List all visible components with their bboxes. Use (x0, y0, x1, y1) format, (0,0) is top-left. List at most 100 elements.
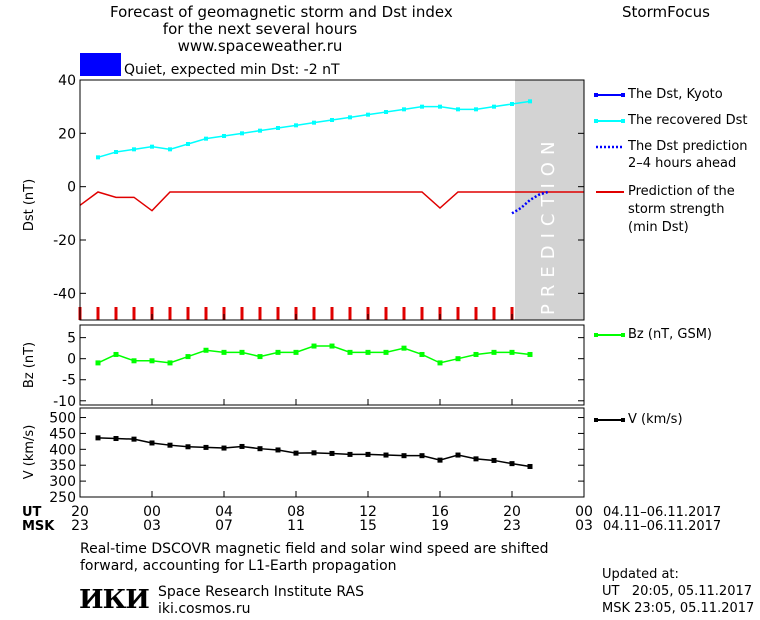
y-tick-label: 250 (49, 490, 76, 506)
msk-tick-label: 15 (359, 518, 377, 534)
ut-tick-label: 16 (431, 504, 449, 520)
ut-tick-label: 00 (143, 504, 161, 520)
legend-storm-strength-label-1: Prediction of the (628, 184, 735, 199)
v-point (311, 450, 317, 456)
y-tick-label: -20 (53, 233, 76, 249)
recovered-dst-point (132, 147, 136, 152)
date-range-msk: 04.11–06.11.2017 (603, 519, 721, 534)
bz-point (437, 360, 443, 366)
bz-point (347, 349, 353, 355)
v-point (185, 444, 191, 450)
bz-point (149, 358, 155, 364)
storm-strength-line (79, 191, 584, 212)
v-point (113, 436, 119, 442)
date-range-ut: 04.11–06.11.2017 (603, 505, 721, 520)
bz-point (383, 349, 389, 355)
footer-note-line-1: Real-time DSCOVR magnetic field and sola… (80, 541, 549, 557)
institute-url[interactable]: iki.cosmos.ru (158, 601, 251, 617)
chart-title-line-1: Forecast of geomagnetic storm and Dst in… (110, 3, 453, 21)
legend-dst-kyoto (594, 93, 625, 97)
recovered-dst-point (420, 104, 424, 109)
v-point (149, 440, 155, 446)
chart-title-line-2: for the next several hours (162, 20, 358, 38)
v-point (293, 450, 299, 456)
msk-tick-label: 19 (431, 518, 449, 534)
msk-tick-label: 03 (143, 518, 161, 534)
dst-panel-frame (79, 79, 585, 321)
recovered-dst-point (528, 99, 532, 104)
y-tick-label: 500 (49, 411, 76, 427)
ut-tick-label: 20 (503, 504, 521, 520)
recovered-dst-point (150, 144, 154, 149)
institute-name: Space Research Institute RAS (158, 584, 364, 600)
brand-label: StormFocus (622, 3, 710, 21)
status-label: Quiet, expected min Dst: -2 nT (124, 62, 340, 78)
bz-point (167, 360, 173, 366)
dst-y-axis-label: Dst (nT) (22, 179, 37, 231)
bz-point (401, 345, 407, 351)
v-point (275, 447, 281, 453)
bz-point (203, 347, 209, 353)
v-y-axis-label: V (km/s) (22, 425, 37, 480)
bz-line (97, 345, 531, 364)
v-point (257, 446, 263, 452)
bz-point (491, 349, 497, 355)
recovered-dst-point (384, 110, 388, 114)
v-point (509, 461, 515, 467)
iki-logo: ИКИ (79, 585, 150, 615)
recovered-dst-point (96, 155, 100, 160)
bz-point (185, 354, 191, 360)
y-tick-label: -5 (62, 373, 76, 389)
bz-point (311, 343, 317, 349)
status-color-box (80, 53, 121, 76)
ut-tick-label: 04 (215, 504, 233, 520)
bz-point (275, 349, 281, 355)
y-tick-label: 40 (58, 73, 76, 89)
updated-msk: MSK 23:05, 05.11.2017 (602, 601, 755, 616)
y-tick-label: 300 (49, 474, 76, 490)
legend-dst-recovered-label: The recovered Dst (628, 113, 748, 128)
v-point (455, 452, 461, 458)
ut-tick-label: 08 (287, 504, 305, 520)
recovered-dst-point (366, 112, 370, 117)
v-point (365, 451, 371, 457)
y-tick-label: 5 (67, 331, 76, 347)
legend-dst-prediction-label-1: The Dst prediction (628, 139, 748, 154)
legend-dst-kyoto-label: The Dst, Kyoto (628, 87, 723, 102)
v-point (239, 443, 245, 449)
bz-point (329, 343, 335, 349)
bz-point (473, 351, 479, 357)
recovered-dst-point (312, 120, 316, 125)
bz-point (455, 356, 461, 362)
ut-tick-label: 00 (575, 504, 593, 520)
bz-y-axis-label: Bz (nT) (22, 342, 37, 388)
ut-tick-label: 12 (359, 504, 377, 520)
recovered-dst-point (168, 147, 172, 152)
recovered-dst-point (240, 131, 244, 136)
v-point (437, 457, 443, 463)
recovered-dst-point (438, 104, 442, 109)
bz-panel-frame (79, 324, 585, 406)
legend-v-label: V (km/s) (628, 412, 683, 427)
recovered-dst-point (294, 123, 298, 128)
y-tick-label: 20 (58, 126, 76, 142)
recovered-dst-point (276, 126, 280, 130)
dst-prediction-line (511, 190, 549, 215)
v-point (347, 451, 353, 457)
bz-point (239, 349, 245, 355)
recovered-dst-point (456, 107, 460, 112)
v-point (527, 463, 533, 469)
v-point (419, 453, 425, 459)
v-point (221, 445, 227, 451)
legend-dst-prediction-label-2: 2–4 hours ahead (628, 156, 737, 171)
bz-point (113, 351, 119, 357)
ut-tick-label: 20 (71, 504, 89, 520)
v-point (131, 436, 137, 442)
y-tick-label: 450 (49, 426, 76, 442)
chart-title-line-3: www.spaceweather.ru (177, 37, 343, 55)
y-tick-label: 0 (67, 180, 76, 196)
recovered-dst-point (474, 107, 478, 112)
v-point (383, 452, 389, 458)
v-point (473, 456, 479, 462)
